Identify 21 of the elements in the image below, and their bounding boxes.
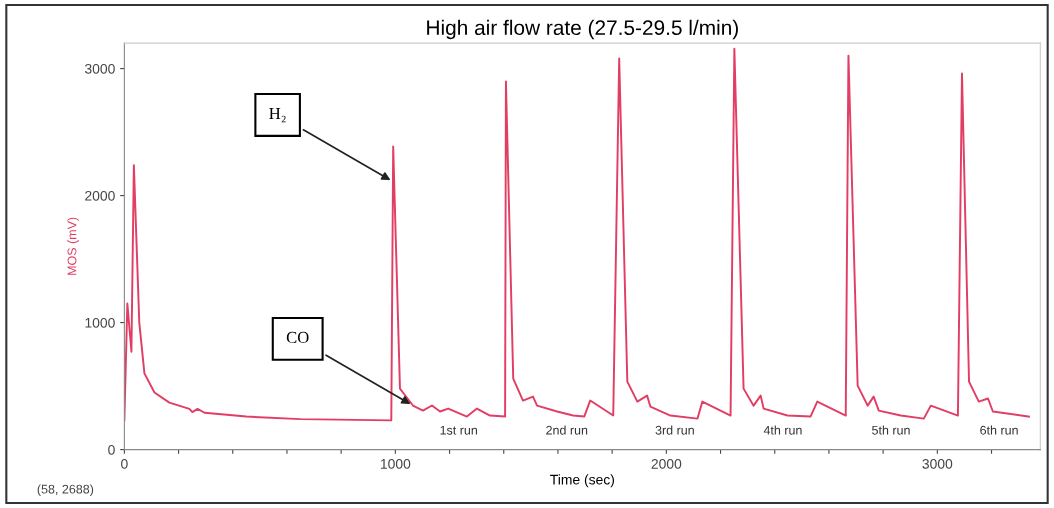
x-tick-label: 1000 bbox=[380, 458, 411, 469]
y-tick-label: 0 bbox=[108, 444, 115, 455]
x-tick-label: 3000 bbox=[922, 458, 953, 469]
line-series bbox=[124, 47, 1030, 422]
y-axis-title: MOS (mV) bbox=[67, 217, 79, 275]
annotation: H₂ bbox=[269, 108, 286, 123]
x-tick-label: 2000 bbox=[651, 458, 682, 469]
y-tick-label: 3000 bbox=[84, 63, 115, 74]
annotation: 4th run bbox=[763, 425, 802, 435]
chart-title: High air flow rate (27.5-29.5 l/min) bbox=[427, 19, 738, 40]
annotation: CO bbox=[286, 331, 309, 344]
y-tick-label: 1000 bbox=[85, 317, 115, 328]
annotation: 6th run bbox=[980, 425, 1018, 435]
x-axis-title: Time (sec) bbox=[550, 474, 615, 488]
x-tick-label: 0 bbox=[121, 458, 128, 469]
annotation: 1st run bbox=[440, 425, 477, 435]
y-tick-label: 2000 bbox=[85, 190, 115, 201]
text: (58, 2688) bbox=[37, 484, 94, 497]
annotation: 2nd run bbox=[546, 425, 588, 435]
annotation: 5th run bbox=[872, 425, 910, 435]
annotation: 3rd run bbox=[655, 425, 694, 435]
